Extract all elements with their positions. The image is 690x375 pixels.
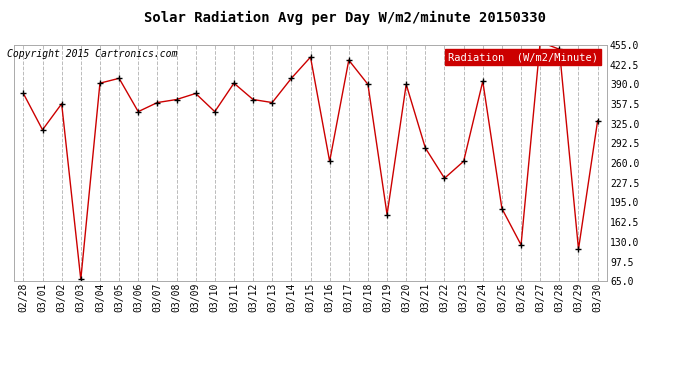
Text: Copyright 2015 Cartronics.com: Copyright 2015 Cartronics.com (7, 49, 177, 59)
Text: Solar Radiation Avg per Day W/m2/minute 20150330: Solar Radiation Avg per Day W/m2/minute … (144, 11, 546, 26)
Text: Radiation  (W/m2/Minute): Radiation (W/m2/Minute) (448, 52, 598, 62)
